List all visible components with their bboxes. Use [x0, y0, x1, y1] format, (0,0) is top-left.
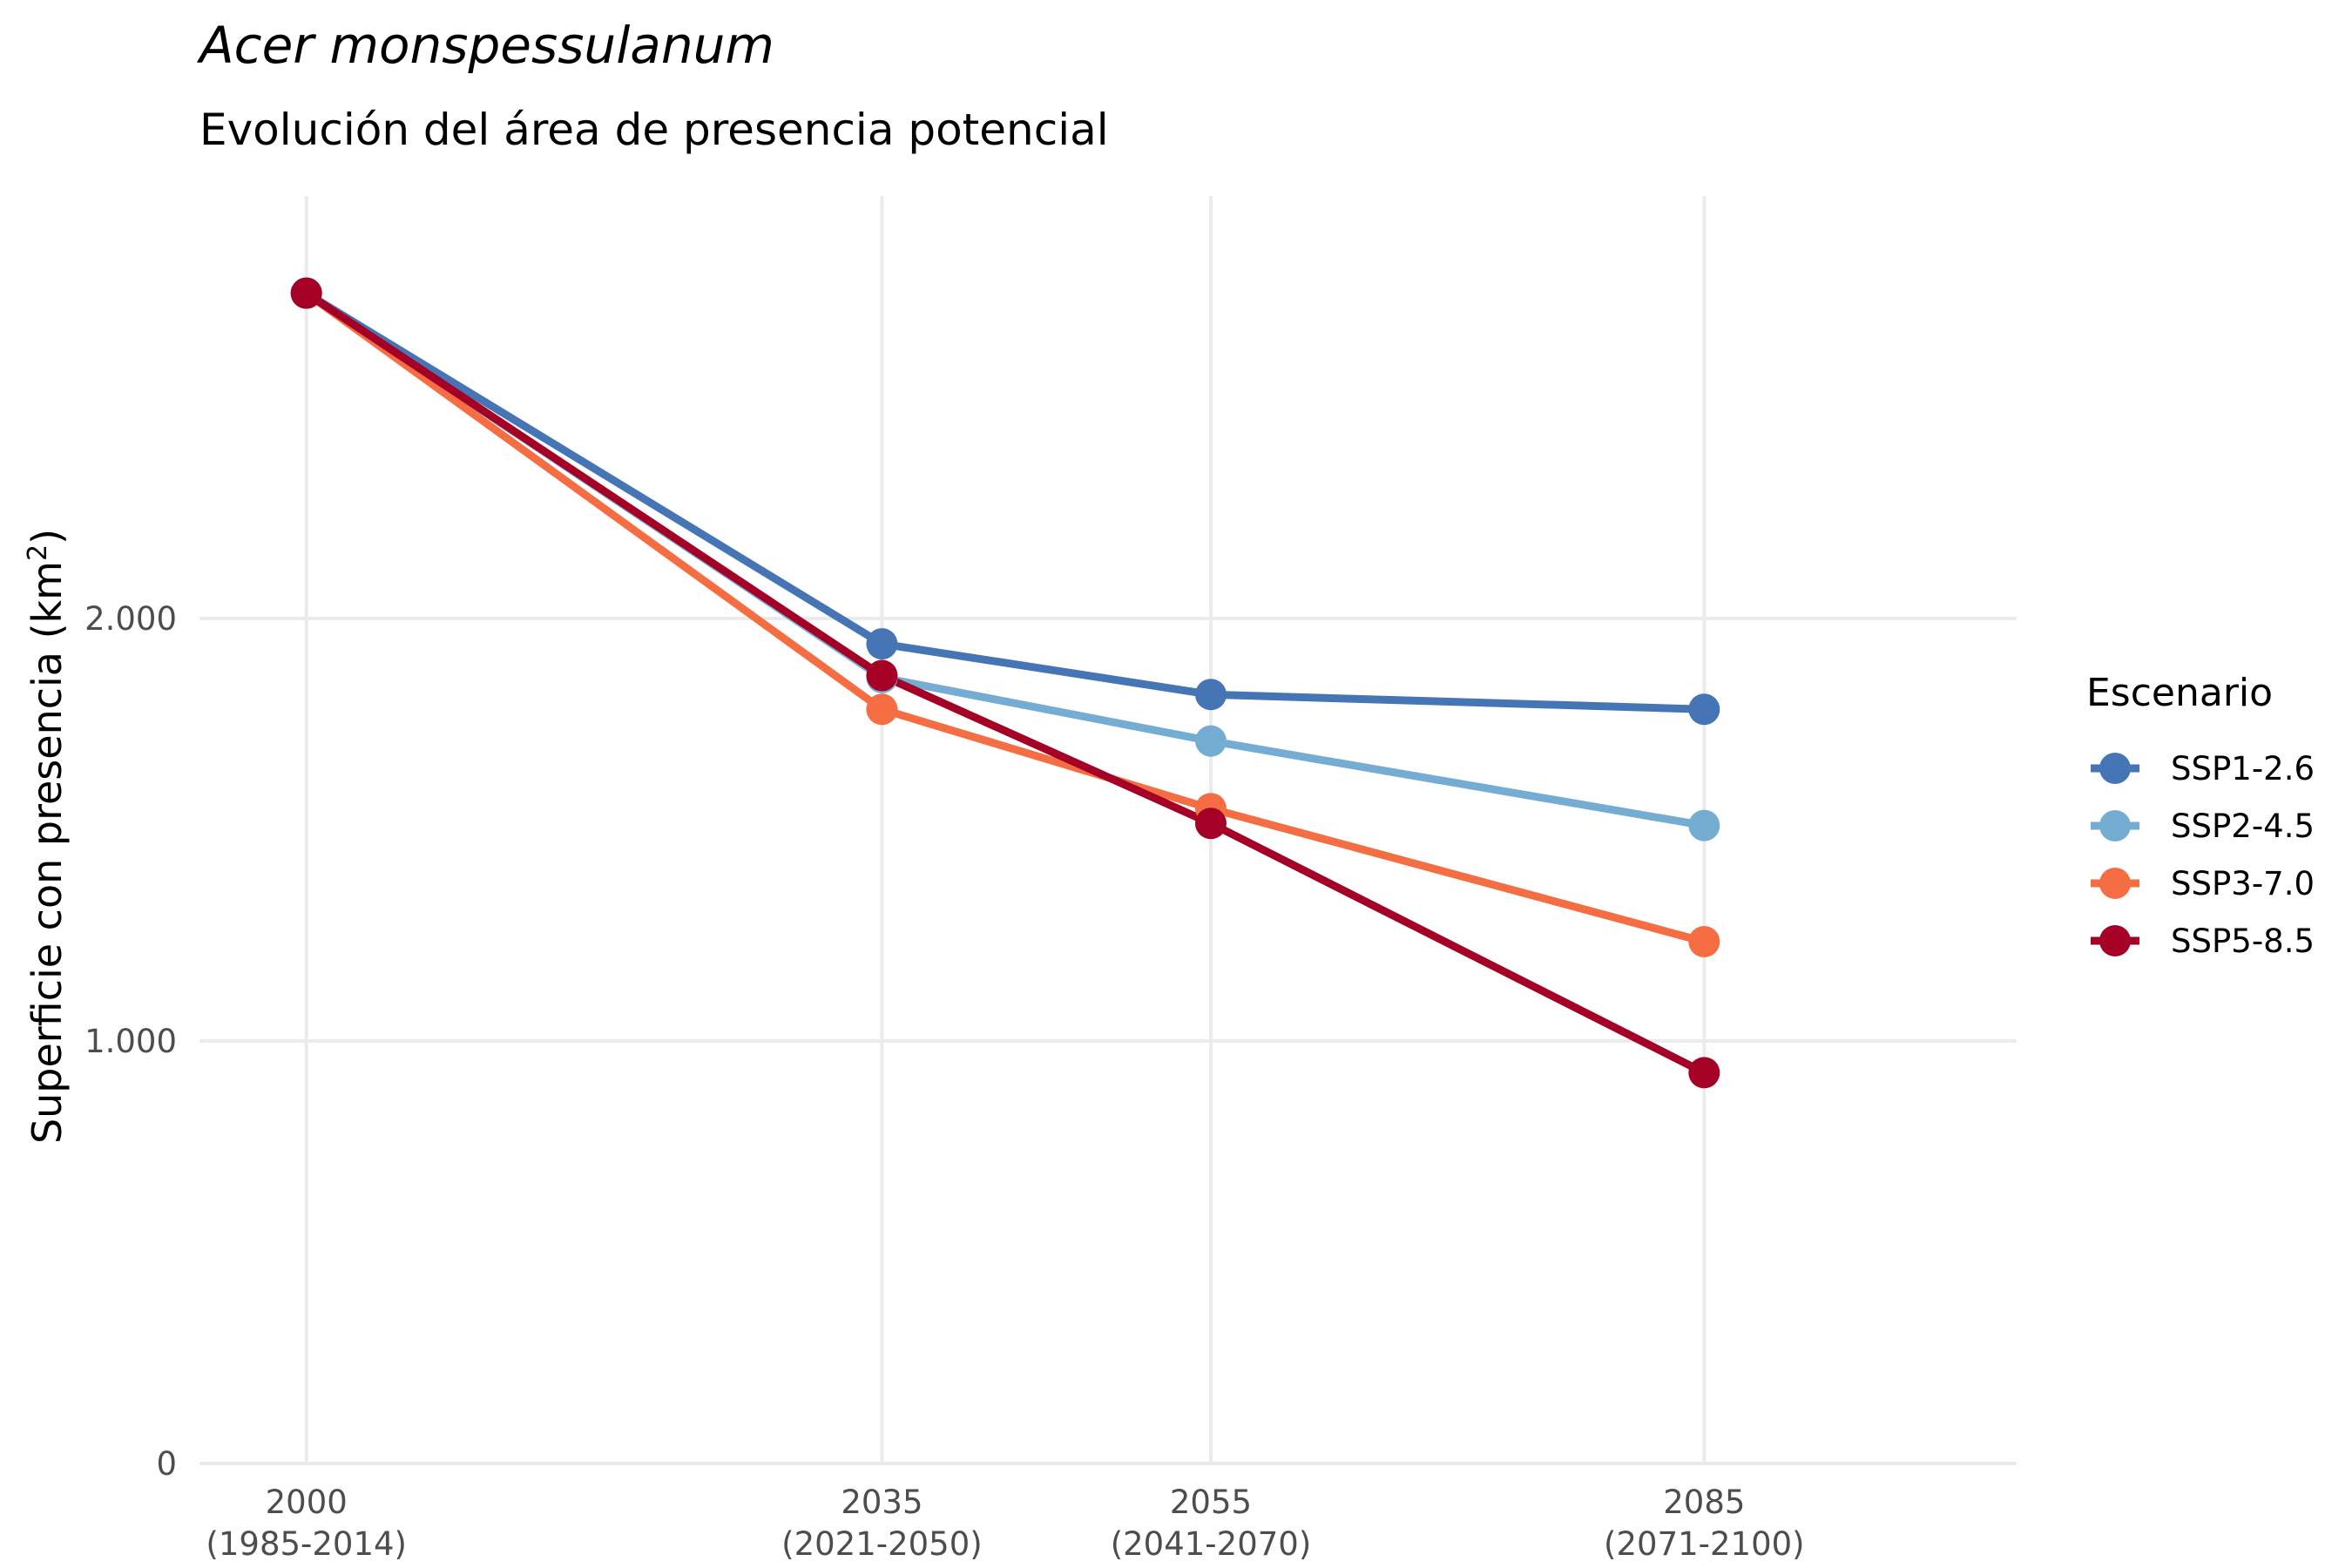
legend-key-point — [2099, 925, 2131, 956]
series-layer — [290, 277, 1720, 1089]
data-point-ssp5-8.5 — [1688, 1057, 1720, 1089]
x-tick-label: 2000 (1985-2014) — [206, 1484, 407, 1563]
legend-label: SSP1-2.6 — [2171, 750, 2315, 787]
y-tick-label: 2.000 — [84, 600, 177, 638]
x-tick-label: 2085 (2071-2100) — [1604, 1484, 1805, 1563]
data-point-ssp1-2.6 — [1688, 693, 1720, 726]
y-tick-label: 0 — [156, 1445, 177, 1483]
data-point-ssp3-7.0 — [866, 693, 898, 726]
series-line-ssp3-7.0 — [302, 289, 1708, 946]
x-tick-label-line: 2055 — [1170, 1484, 1252, 1521]
data-point-ssp1-2.6 — [866, 628, 898, 660]
data-point-ssp5-8.5 — [290, 277, 322, 309]
legend-label: SSP2-4.5 — [2171, 808, 2315, 845]
legend: Escenario SSP1-2.6 SSP2-4.5 SSP3-7.0 SSP5-8.… — [2086, 671, 2315, 960]
legend-title: Escenario — [2086, 671, 2273, 715]
data-point-ssp2-4.5 — [1688, 809, 1720, 841]
x-tick-label-line: 2085 — [1663, 1484, 1745, 1521]
x-tick-label-line: 2000 — [266, 1484, 348, 1521]
series-line-ssp5-8.5 — [302, 289, 1708, 1077]
x-tick-label-line: (1985-2014) — [206, 1525, 407, 1563]
x-tick-label: 2035 (2021-2050) — [781, 1484, 983, 1563]
series-line-ssp1-2.6 — [302, 289, 1708, 713]
grid-layer — [199, 196, 2017, 1465]
x-tick-label-line: (2041-2070) — [1111, 1525, 1312, 1563]
chart-title: Acer monspessulanum — [199, 16, 774, 75]
legend-label: SSP5-8.5 — [2171, 923, 2315, 960]
x-tick-label-line: (2071-2100) — [1604, 1525, 1805, 1563]
y-axis-title-close: ) — [24, 529, 71, 544]
y-axis-title: Superficie con presencia (km2) — [23, 529, 71, 1144]
y-axis-title-text: Superficie con presencia (km — [24, 561, 71, 1144]
legend-key-point — [2099, 868, 2131, 899]
data-point-ssp2-4.5 — [1194, 725, 1227, 757]
axis-layer: 2000 (1985-2014) 2035 (2021-2050) 2055 (2041-… — [84, 600, 1805, 1563]
x-tick-label-line: 2035 — [841, 1484, 923, 1521]
chart-subtitle: Evolución del área de presencia potencia… — [199, 105, 1109, 155]
data-point-ssp5-8.5 — [1194, 808, 1227, 840]
x-tick-label: 2055 (2041-2070) — [1111, 1484, 1312, 1563]
legend-key-point — [2099, 753, 2131, 784]
legend-label: SSP3-7.0 — [2171, 865, 2315, 902]
legend-key-point — [2099, 810, 2131, 841]
data-point-ssp3-7.0 — [1688, 926, 1720, 958]
data-point-ssp1-2.6 — [1194, 679, 1227, 711]
data-point-ssp5-8.5 — [866, 659, 898, 692]
y-tick-label: 1.000 — [84, 1023, 177, 1060]
x-tick-label-line: (2021-2050) — [781, 1525, 983, 1563]
y-axis-title-superscript: 2 — [23, 544, 53, 561]
